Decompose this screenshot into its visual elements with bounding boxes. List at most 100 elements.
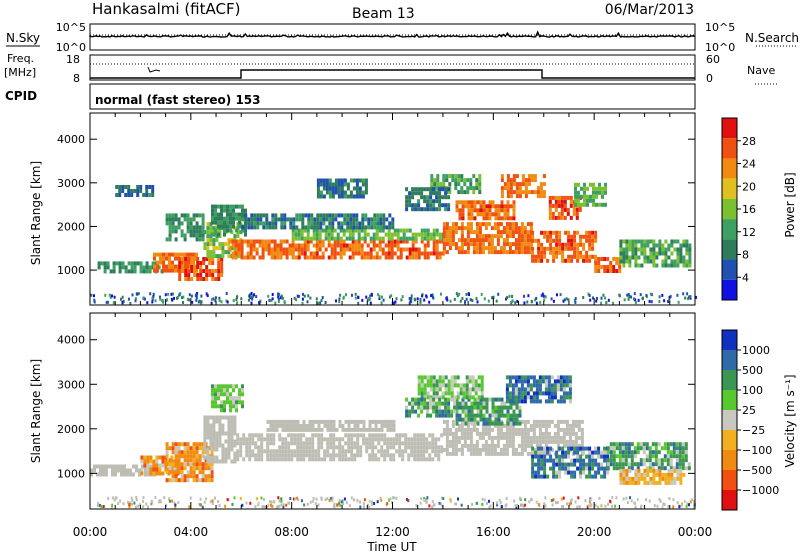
power-cell — [255, 239, 259, 244]
power-cell — [661, 247, 665, 252]
velocity-cell — [532, 439, 536, 444]
power-noise-cell — [120, 297, 122, 301]
velocity-cell — [305, 423, 309, 428]
velocity-cell — [317, 427, 321, 432]
velocity-cell — [470, 409, 474, 414]
power-cell — [339, 228, 343, 233]
velocity-noise-cell — [336, 503, 339, 507]
power-cell — [318, 228, 322, 233]
velocity-cell — [212, 447, 216, 452]
velocity-cell — [481, 427, 485, 432]
power-cell — [312, 243, 316, 248]
power-noise-cell — [491, 296, 494, 300]
power-cell — [433, 182, 437, 187]
velocity-cell — [634, 468, 638, 473]
power-cell — [244, 228, 247, 233]
velocity-cell — [296, 453, 300, 458]
velocity-cell — [308, 445, 312, 450]
velocity-cell — [523, 447, 527, 452]
velocity-cell — [248, 437, 252, 442]
velocity-cell — [672, 466, 676, 471]
power-cell — [285, 247, 289, 252]
power-cell — [198, 237, 202, 242]
power-cell — [508, 242, 512, 247]
velocity-noise-cell — [113, 498, 116, 502]
velocity-cell — [476, 409, 480, 414]
power-cell — [426, 195, 430, 200]
velocity-cell — [526, 439, 530, 444]
power-cell — [586, 198, 589, 203]
power-noise-cell — [369, 294, 372, 298]
velocity-cell — [562, 387, 566, 392]
velocity-cell — [654, 458, 658, 463]
power-cell — [539, 194, 543, 199]
power-noise-cell — [639, 293, 642, 297]
velocity-cell — [426, 383, 430, 388]
velocity-cell — [204, 462, 208, 467]
power-noise-cell — [410, 294, 413, 298]
velocity-cell — [305, 441, 309, 446]
velocity-cell — [233, 459, 237, 464]
power-cell — [560, 203, 564, 208]
velocity-cell — [226, 396, 229, 401]
power-cell — [500, 174, 504, 179]
power-cell — [481, 222, 485, 227]
power-cell — [598, 186, 601, 191]
velocity-noise-cell — [537, 503, 540, 506]
velocity-cell — [96, 472, 99, 477]
velocity-noise-cell — [277, 496, 280, 500]
power-cell — [592, 190, 595, 195]
velocity-cell — [585, 454, 589, 459]
velocity-cell — [511, 395, 515, 400]
power-cell — [218, 246, 222, 251]
power-cell — [243, 255, 247, 260]
power-cell — [540, 230, 544, 235]
velocity-cell — [105, 468, 108, 473]
velocity-cell — [192, 446, 196, 451]
power-cell — [214, 220, 217, 225]
velocity-noise-cell — [380, 498, 383, 502]
velocity-cell — [416, 445, 420, 450]
velocity-noise-cell — [142, 499, 145, 503]
power-cell — [461, 200, 465, 205]
velocity-cell — [552, 462, 556, 467]
power-cell — [567, 254, 571, 259]
power-cell — [423, 228, 427, 233]
power-cell — [215, 246, 219, 251]
velocity-cell — [682, 472, 686, 477]
power-cell — [643, 251, 647, 256]
velocity-cell — [407, 445, 411, 450]
velocity-cell — [561, 466, 565, 471]
velocity-cell — [529, 435, 533, 440]
power-cell — [243, 239, 247, 244]
power-cell — [473, 200, 477, 205]
velocity-cell — [215, 431, 219, 436]
velocity-noise-cell — [239, 497, 242, 501]
velocity-cell — [520, 419, 524, 424]
cpid-label: CPID — [5, 89, 37, 103]
power-cell — [417, 203, 421, 208]
velocity-noise-cell — [338, 499, 341, 503]
velocity-cell — [453, 383, 457, 388]
power-cell — [414, 247, 418, 252]
power-colorbar-swatch — [722, 259, 737, 280]
velocity-cell — [503, 413, 507, 418]
power-cell — [297, 251, 301, 256]
velocity-noise-cell — [128, 505, 131, 509]
velocity-cell — [468, 387, 472, 392]
velocity-cell — [438, 375, 442, 380]
power-noise-cell — [134, 299, 137, 303]
power-cell — [488, 216, 492, 221]
velocity-cell — [287, 457, 291, 462]
velocity-cell — [332, 437, 336, 442]
power-cell — [527, 182, 531, 187]
velocity-cell — [556, 435, 560, 440]
power-cell — [634, 259, 638, 264]
velocity-cell — [582, 470, 586, 475]
power-cell — [469, 226, 473, 231]
velocity-cell — [445, 427, 449, 432]
power-cell — [391, 225, 395, 230]
velocity-cell — [477, 375, 481, 380]
power-cell — [475, 234, 479, 239]
power-cell — [549, 242, 553, 247]
